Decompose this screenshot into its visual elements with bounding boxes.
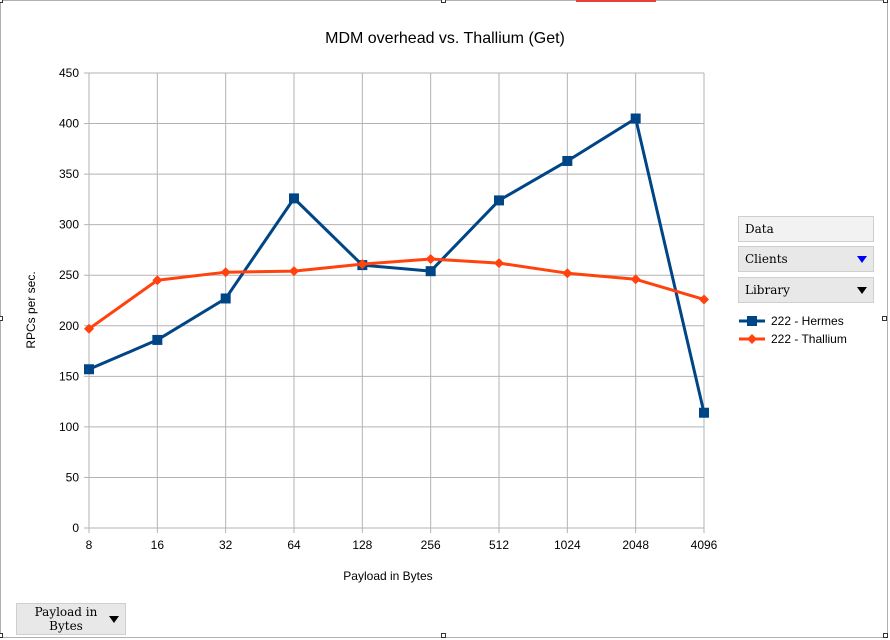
legend-swatch-icon xyxy=(739,334,765,344)
data-field-button[interactable]: Data xyxy=(738,216,874,242)
dropdown-arrow-icon[interactable] xyxy=(109,615,119,623)
y-tick-label: 300 xyxy=(59,218,79,232)
payload-field-button[interactable]: Payload in Bytes xyxy=(16,603,126,635)
x-tick-label: 64 xyxy=(287,538,301,552)
library-field-label: Library xyxy=(745,283,790,297)
x-tick-label: 4096 xyxy=(691,538,718,552)
y-tick-label: 350 xyxy=(59,167,79,181)
x-tick-label: 512 xyxy=(489,538,509,552)
filter-dropdown-icon[interactable] xyxy=(857,255,867,263)
data-point xyxy=(494,258,504,269)
y-tick-label: 200 xyxy=(59,319,79,333)
data-point xyxy=(425,254,436,265)
y-tick-label: 50 xyxy=(66,470,80,484)
resize-handle-bottom-right[interactable] xyxy=(883,633,888,638)
series-layer xyxy=(84,113,709,418)
data-point xyxy=(630,274,641,285)
y-tick-label: 450 xyxy=(59,66,79,80)
data-point xyxy=(425,266,436,277)
clients-field-label: Clients xyxy=(745,252,788,266)
data-point xyxy=(220,267,231,278)
legend: 222 - Hermes 222 - Thallium xyxy=(738,312,847,348)
legend-swatch-icon xyxy=(739,316,765,326)
y-tick-label: 150 xyxy=(59,369,79,383)
dropdown-arrow-icon[interactable] xyxy=(857,286,867,294)
selection-accent xyxy=(576,0,656,2)
x-axis-label: Payload in Bytes xyxy=(343,569,432,583)
data-point xyxy=(699,407,709,418)
data-point xyxy=(494,195,504,206)
series-2 xyxy=(84,254,709,334)
data-point xyxy=(289,266,299,277)
library-field-button[interactable]: Library xyxy=(738,277,874,303)
data-point xyxy=(630,113,641,124)
resize-handle-top[interactable] xyxy=(441,0,446,3)
x-tick-label: 8 xyxy=(86,538,93,552)
series-line xyxy=(88,257,705,331)
resize-handle-bottom-left[interactable] xyxy=(0,633,3,638)
legend-label: 222 - Hermes xyxy=(771,314,844,328)
chart-title: MDM overhead vs. Thallium (Get) xyxy=(325,30,565,47)
data-point xyxy=(152,334,163,345)
legend-item: 222 - Thallium xyxy=(738,330,847,348)
data-point xyxy=(84,364,94,375)
grid-lines xyxy=(88,72,705,529)
clients-field-button[interactable]: Clients xyxy=(738,246,874,272)
series-line xyxy=(88,117,706,414)
x-tick-label: 256 xyxy=(421,538,441,552)
y-axis-label: RPCs per sec. xyxy=(24,271,38,348)
x-tick-label: 16 xyxy=(151,538,165,552)
x-tick-label: 128 xyxy=(352,538,372,552)
data-point xyxy=(289,193,299,204)
y-tick-label: 400 xyxy=(59,117,79,131)
data-point xyxy=(152,275,163,286)
data-point xyxy=(699,294,709,305)
resize-handle-top-left[interactable] xyxy=(0,0,3,3)
data-field-label: Data xyxy=(745,222,774,236)
data-point xyxy=(220,293,231,304)
data-point xyxy=(357,259,368,270)
data-point xyxy=(84,323,94,334)
payload-field-label: Payload in Bytes xyxy=(34,605,98,633)
data-point xyxy=(562,268,573,279)
resize-handle-right[interactable] xyxy=(882,316,887,321)
legend-label: 222 - Thallium xyxy=(771,332,847,346)
resize-handle-bottom[interactable] xyxy=(441,633,446,638)
y-tick-label: 100 xyxy=(59,420,79,434)
resize-handle-left[interactable] xyxy=(0,316,3,321)
x-tick-label: 1024 xyxy=(554,538,581,552)
axes: 0 50 100 150 200 250 300 350 400 450 8 16 32 64 128 256… xyxy=(59,66,718,552)
data-point xyxy=(562,155,573,166)
y-tick-label: 0 xyxy=(72,521,79,535)
y-tick-label: 250 xyxy=(59,268,79,282)
resize-handle-top-right[interactable] xyxy=(883,0,888,3)
x-tick-label: 2048 xyxy=(622,538,649,552)
x-tick-label: 32 xyxy=(219,538,233,552)
series-1 xyxy=(84,113,709,418)
legend-item: 222 - Hermes xyxy=(738,312,847,330)
